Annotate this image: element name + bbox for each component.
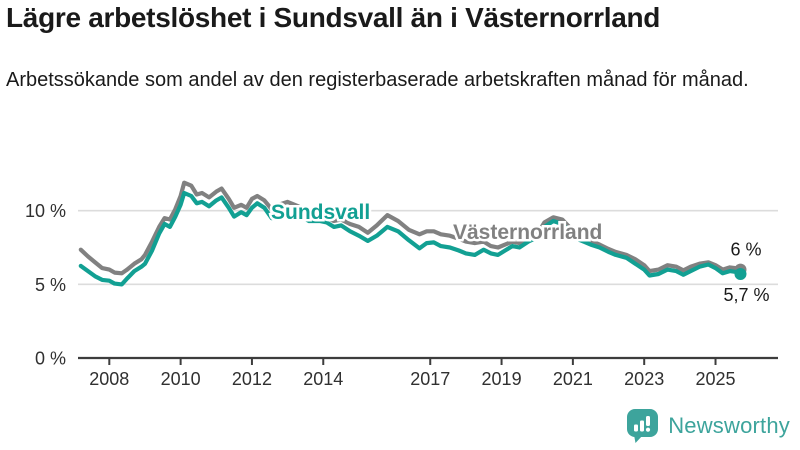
series-line-sundsvall (78, 190, 743, 287)
series-label-västernorrland: Västernorrland (453, 221, 602, 244)
x-tick-label: 2008 (89, 369, 129, 389)
series-labels: 6 % Västernorrland 5,7 % Sundsvall (269, 199, 770, 306)
x-tick-label: 2012 (232, 369, 272, 389)
end-value-label: 6 % (730, 240, 761, 260)
x-tick-label: 2023 (624, 369, 664, 389)
series-line-västernorrland (78, 180, 743, 276)
x-tick-label: 2025 (695, 369, 735, 389)
x-axis: 2008 2010 2012 2014 2017 2019 2021 2023 2025 (78, 356, 778, 389)
x-tick-label: 2014 (303, 369, 343, 389)
chart-subtitle: Arbetssökande som andel av den registerb… (6, 69, 749, 91)
end-dot-sundsvall (734, 268, 747, 281)
series-label-sundsvall: Sundsvall (271, 201, 370, 224)
x-tick-label: 2010 (161, 369, 201, 389)
y-tick-label: 0 % (35, 349, 66, 369)
newsworthy-logo-icon (627, 409, 659, 443)
series-lines (78, 180, 747, 287)
newsworthy-logo-text: Newsworthy (668, 413, 790, 438)
y-tick-label: 5 % (35, 275, 66, 295)
page-title: Lägre arbetslöshet i Sundsvall än i Väst… (6, 2, 661, 33)
x-tick-label: 2019 (482, 369, 522, 389)
x-tick-label: 2021 (553, 369, 593, 389)
newsworthy-logo: Newsworthy (626, 408, 790, 444)
x-tick-label: 2017 (410, 369, 450, 389)
y-tick-label: 10 % (25, 201, 66, 221)
gridlines: 0 % 5 % 10 % (25, 201, 778, 369)
end-value-label: 5,7 % (723, 285, 769, 305)
